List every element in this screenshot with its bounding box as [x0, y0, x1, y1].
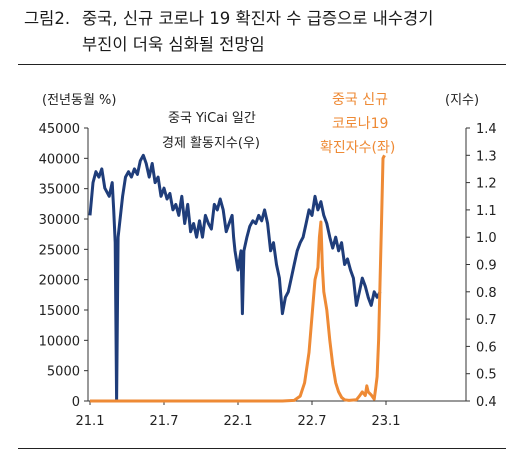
x-tick-label: 21.1 — [76, 414, 105, 429]
x-tick-label: 22.7 — [298, 414, 327, 429]
figure-label: 그림2. — [24, 9, 71, 28]
activity-label-line-1: 중국 YiCai 일간 — [168, 111, 256, 126]
covid-cases-line — [90, 154, 386, 403]
right-tick-label: 0.9 — [476, 259, 497, 274]
right-tick-label: 0.6 — [476, 340, 497, 355]
right-tick-label: 0.8 — [476, 286, 497, 301]
title-line-2: 부진이 더욱 심화될 전망임 — [82, 35, 265, 54]
left-tick-label: 10000 — [39, 334, 80, 349]
right-tick-label: 1.0 — [476, 231, 497, 246]
right-tick-label: 1.2 — [476, 177, 497, 192]
left-tick-label: 35000 — [39, 183, 80, 198]
left-tick-label: 45000 — [39, 122, 80, 137]
left-tick-label: 30000 — [39, 213, 80, 228]
bottom-rule — [18, 448, 506, 449]
x-tick-label: 22.1 — [224, 414, 253, 429]
right-tick-label: 1.1 — [476, 204, 497, 219]
left-tick-label: 15000 — [39, 304, 80, 319]
activity-label-line-2: 경제 활동지수(우) — [162, 136, 260, 151]
left-tick-label: 20000 — [39, 274, 80, 289]
left-axis-unit: (전년동월 %) — [42, 93, 116, 108]
left-tick-label: 40000 — [39, 152, 80, 167]
right-tick-label: 0.4 — [476, 395, 497, 410]
cases-label-line-2: 코로나19 — [332, 116, 388, 132]
left-tick-label: 0 — [72, 395, 80, 410]
right-tick-label: 0.5 — [476, 368, 497, 383]
x-tick-label: 23.1 — [372, 414, 401, 429]
right-tick-label: 1.3 — [476, 149, 497, 164]
title-line-1: 중국, 신규 코로나 19 확진자 수 급증으로 내수경기 — [82, 9, 434, 28]
cases-label-line-3: 확진자수(좌) — [320, 140, 395, 156]
right-tick-label: 1.4 — [476, 122, 497, 137]
cases-label-line-1: 중국 신규 — [332, 92, 388, 108]
figure-title: 그림2. 중국, 신규 코로나 19 확진자 수 급증으로 내수경기 부진이 더욱… — [24, 6, 433, 58]
right-tick-label: 0.7 — [476, 313, 497, 328]
top-rule — [18, 64, 506, 65]
left-tick-label: 25000 — [39, 243, 80, 258]
right-axis-unit: (지수) — [445, 93, 479, 108]
x-tick-label: 21.7 — [150, 414, 179, 429]
activity-index-line — [88, 153, 382, 403]
left-tick-label: 5000 — [47, 365, 80, 380]
